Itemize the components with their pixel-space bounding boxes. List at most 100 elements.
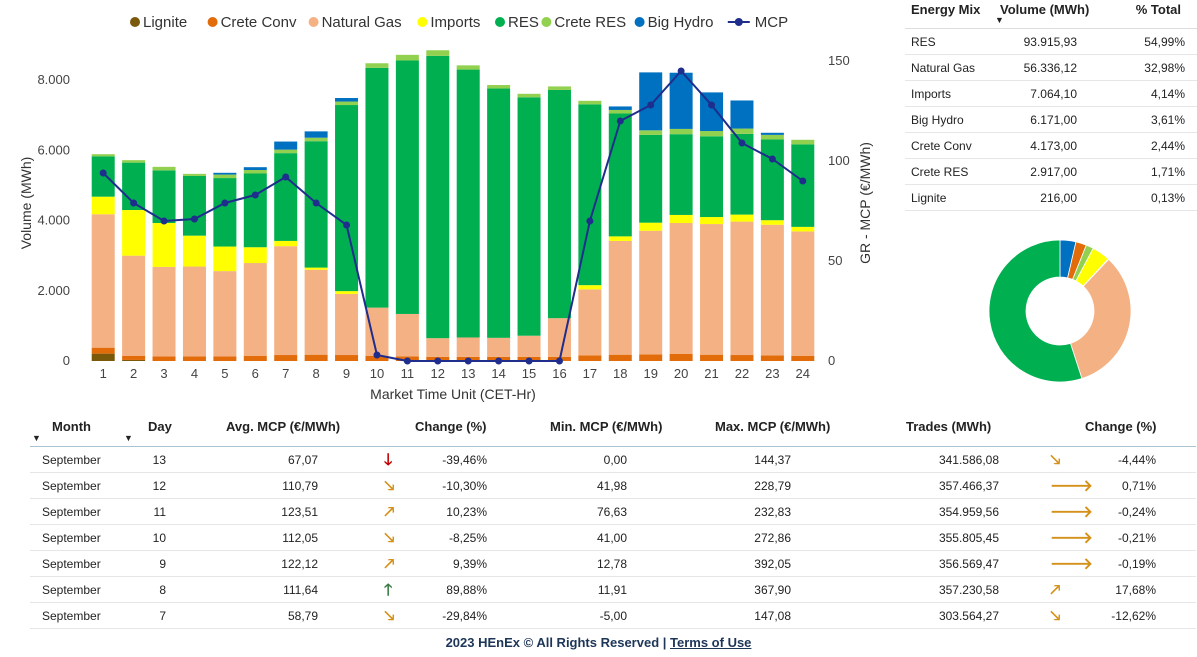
row-avg-mcp: 123,51 [281,505,318,519]
y-tick-label: 0 [63,353,70,368]
row-trades-change: -4,44% [1117,453,1156,467]
bar-segment [639,134,663,223]
col-max-mcp[interactable]: Max. MCP (€/MWh) [715,419,831,434]
y2-tick-label: 100 [828,153,850,168]
donut-slice[interactable] [988,239,1083,383]
bar-segment [578,104,602,286]
bar-segment [547,89,571,319]
bar-segment [578,289,602,356]
energy-mix-col-pct[interactable]: % Total [1135,2,1181,17]
energy-mix-col-volume[interactable]: Volume (MWh) [1000,2,1090,17]
bar-segment [700,136,724,218]
mcp-point [251,191,259,199]
donut-slice[interactable] [1069,258,1132,380]
bar-segment [669,72,693,129]
legend-label[interactable]: Lignite [143,14,187,31]
arrow-up-icon: 🡑 [384,582,393,599]
bar-segment [608,236,632,241]
col-trades[interactable]: Trades (MWh) [906,419,992,434]
row-month: September [42,453,101,467]
x-tick-label: 9 [343,366,350,381]
y-axis-label: Volume (MWh) [18,157,34,250]
col-avg-mcp[interactable]: Avg. MCP (€/MWh) [226,419,341,434]
bar-segment [760,224,784,356]
legend-marker [495,17,505,27]
legend-label[interactable]: Crete Conv [221,14,297,31]
col-trades-change[interactable]: Change (%) [1085,419,1157,434]
legend-label[interactable]: MCP [755,14,788,31]
bar-segment [91,196,115,215]
bar-segment [395,60,419,314]
energy-pct: 4,14% [1150,87,1185,101]
bar-segment [730,128,754,134]
legend-label[interactable]: RES [508,14,539,31]
energy-volume: 6.171,00 [1030,113,1077,127]
energy-source: Big Hydro [911,113,964,127]
energy-mix-col-source[interactable]: Energy Mix [911,2,981,17]
row-month: September [42,583,101,597]
arrow-up-right-icon: 🡕 [384,504,395,521]
bar-segment [152,266,176,357]
col-month[interactable]: Month [52,419,91,434]
bar-segment [304,131,328,138]
y2-axis-label: GR - MCP (€/MWh) [857,142,873,264]
terms-of-use-link[interactable]: Terms of Use [670,635,752,650]
x-tick-label: 10 [370,366,384,381]
bar-segment [700,217,724,225]
bar-segment [304,267,328,270]
arrow-right-icon: 🡒 [1050,478,1093,495]
trade-row: September 11 123,51 🡕 10,23% 76,63 232,83 354.9… [30,499,1196,525]
x-tick-label: 13 [461,366,475,381]
bar-segment [91,214,115,348]
mcp-point [495,357,503,365]
bar-segment [274,355,298,361]
bar-segment [669,214,693,224]
bar-segment [152,223,176,267]
x-tick-label: 4 [191,366,198,381]
bar-segment [152,166,176,171]
sort-month-icon[interactable]: ▼ [32,433,41,443]
sort-day-icon[interactable]: ▼ [124,433,133,443]
mcp-point [708,101,716,109]
bar-segment [639,130,663,135]
energy-volume: 93.915,93 [1023,35,1077,49]
col-min-mcp[interactable]: Min. MCP (€/MWh) [550,419,663,434]
bar-segment [456,65,480,70]
mcp-point [555,357,563,365]
bar-segment [760,139,784,221]
x-tick-label: 14 [491,366,505,381]
bar-segment [243,355,267,361]
bar-segment [547,86,571,90]
arrow-down-right-icon: 🡖 [384,530,395,547]
bar-segment [335,101,359,106]
x-tick-label: 23 [765,366,779,381]
y-tick-label: 8.000 [37,72,70,87]
arrow-right-icon: 🡒 [1050,530,1093,547]
bar-segment [578,355,602,361]
legend-label[interactable]: Imports [430,14,480,31]
bar-segment [152,170,176,224]
bar-segment [182,175,206,236]
bar-segment [365,67,389,308]
legend-label[interactable]: Natural Gas [322,14,402,31]
energy-source: Lignite [911,191,947,205]
energy-source: Crete Conv [911,139,972,153]
legend-label[interactable]: Crete RES [554,14,626,31]
row-min-mcp: 11,91 [597,583,627,597]
legend-marker [308,17,319,27]
col-day[interactable]: Day [148,419,172,434]
row-day: 8 [159,583,166,597]
y2-tick-label: 0 [828,353,835,368]
row-max-mcp: 367,90 [754,583,791,597]
bar-segment [608,113,632,237]
bar-segment [639,72,663,131]
row-avg-mcp: 110,79 [282,479,318,493]
x-tick-label: 3 [160,366,167,381]
bar-segment [152,356,176,361]
mcp-point [343,221,351,229]
sort-desc-icon[interactable]: ▼ [995,15,1004,25]
col-change[interactable]: Change (%) [415,419,487,434]
energy-volume: 4.173,00 [1030,139,1077,153]
x-tick-label: 15 [522,366,536,381]
legend-label[interactable]: Big Hydro [648,14,714,31]
